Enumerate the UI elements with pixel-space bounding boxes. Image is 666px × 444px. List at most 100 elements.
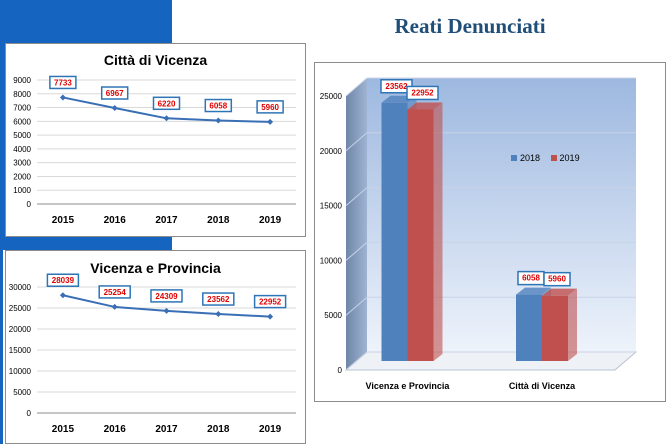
data-point	[111, 105, 118, 112]
y-tick-label: 0	[27, 200, 32, 209]
bar	[516, 294, 542, 361]
x-tick-label: Vicenza e Provincia	[366, 381, 451, 391]
data-label-box	[150, 289, 183, 303]
x-tick-label: 2018	[207, 424, 230, 435]
data-label: 6967	[106, 89, 124, 98]
y-tick-label: 8000	[13, 90, 31, 99]
y-tick-label: 15000	[320, 202, 343, 211]
data-point	[215, 117, 222, 124]
y-tick-label: 2000	[13, 172, 31, 181]
slide-title: Reati Denunciati	[394, 14, 546, 38]
data-point	[215, 311, 222, 318]
x-tick-label: 2016	[104, 424, 127, 435]
data-point	[267, 118, 274, 125]
data-label: 23562	[207, 295, 230, 304]
x-tick-label: 2015	[52, 215, 75, 226]
bar-top	[407, 102, 443, 110]
x-tick-label: 2015	[52, 424, 75, 435]
gridline-side	[345, 187, 368, 206]
data-label-box	[46, 273, 80, 287]
y-tick-label: 20000	[320, 147, 343, 156]
legend-swatch	[550, 155, 557, 161]
line-chart-citta-di-vicenza: 0 1000 2000 3000 4000 5000 6000 7000 8000 9000 201…	[13, 75, 296, 226]
accent-strip	[0, 250, 3, 444]
legend-item: 2018	[511, 153, 540, 163]
gridline-side	[345, 296, 368, 316]
bar	[407, 109, 434, 361]
data-label-box	[253, 294, 287, 309]
y-tick-label: 5000	[13, 388, 31, 397]
y-tick-label: 6000	[13, 117, 31, 126]
y-tick-label: 10000	[9, 367, 32, 376]
legend-label: 2018	[520, 153, 541, 163]
chart-panel-vicenza-e-provincia: Vicenza e Provincia 0 5000 10000 15000 20000…	[5, 250, 306, 444]
bar	[542, 295, 568, 361]
y-tick-label: 25000	[9, 304, 32, 313]
gridline-side	[345, 132, 368, 152]
data-label: 24309	[155, 292, 178, 301]
y-tick-label: 7000	[13, 104, 31, 113]
data-point	[163, 307, 170, 314]
data-label: 5960	[261, 103, 279, 112]
data-label-box	[49, 75, 77, 90]
data-label-box	[204, 98, 233, 113]
data-label: 5960	[548, 275, 566, 284]
y-tick-label: 30000	[9, 283, 32, 292]
data-label-box	[100, 86, 129, 100]
chart-legend: 2018 2019	[511, 153, 588, 163]
y-tick-label: 15000	[9, 346, 32, 355]
chart-title: Vicenza e Provincia	[90, 260, 221, 276]
x-tick-label: 2019	[259, 215, 282, 226]
bar-top	[516, 287, 551, 295]
y-tick-label: 1000	[13, 186, 31, 195]
data-label-box	[98, 285, 131, 299]
data-label: 22952	[411, 88, 434, 97]
data-point	[163, 115, 170, 122]
y-tick-label: 0	[27, 409, 32, 418]
data-point	[59, 292, 66, 299]
legend-item: 2019	[550, 153, 580, 163]
data-label: 25254	[104, 288, 127, 297]
y-tick-label: 4000	[13, 145, 31, 154]
x-tick-label: 2016	[104, 215, 127, 226]
gridline-side	[345, 77, 368, 97]
y-tick-label: 9000	[13, 76, 31, 85]
data-label: 28039	[52, 276, 75, 285]
x-tick-label: 2017	[155, 215, 178, 226]
bar-side	[433, 102, 443, 361]
data-label-box	[406, 85, 439, 101]
data-label-box	[543, 271, 571, 287]
x-tick-label: 2018	[207, 215, 230, 226]
chart-panel-citta-di-vicenza: Città di Vicenza 0 1000 2000 3000 4000 5000 60…	[5, 43, 306, 237]
bar-side	[568, 288, 577, 361]
data-point	[59, 94, 66, 101]
data-label: 22952	[259, 298, 282, 307]
chart-panel-reati-denunciati: 0 5000 10000 15000 20000 25000 23562 22952 Vicen…	[314, 62, 666, 402]
data-label: 6058	[209, 102, 227, 111]
legend-label: 2019	[559, 153, 580, 163]
gridline-side	[345, 242, 368, 261]
data-label: 6220	[158, 99, 176, 108]
data-point	[267, 313, 274, 320]
chart-title: Città di Vicenza	[103, 52, 208, 68]
side-wall	[346, 78, 367, 370]
data-point	[111, 303, 118, 310]
y-tick-label: 0	[338, 366, 343, 375]
data-label: 23562	[385, 82, 408, 91]
data-label-box	[202, 292, 235, 306]
y-tick-label: 3000	[13, 159, 31, 168]
x-tick-label: Città di Vicenza	[509, 381, 576, 391]
gridline-side	[345, 351, 368, 371]
y-tick-label: 20000	[9, 325, 32, 334]
data-label-box	[256, 100, 284, 114]
y-tick-label: 10000	[320, 256, 343, 265]
data-label: 6058	[522, 274, 540, 283]
y-tick-label: 5000	[324, 311, 342, 320]
y-tick-label: 25000	[320, 92, 343, 101]
x-tick-label: 2017	[155, 424, 178, 435]
data-label: 7733	[54, 78, 72, 87]
y-tick-label: 5000	[13, 131, 31, 140]
line-chart-vicenza-e-provincia: 0 5000 10000 15000 20000 25000 30000 2015 2016 20…	[9, 273, 296, 435]
bar-top	[542, 288, 577, 296]
